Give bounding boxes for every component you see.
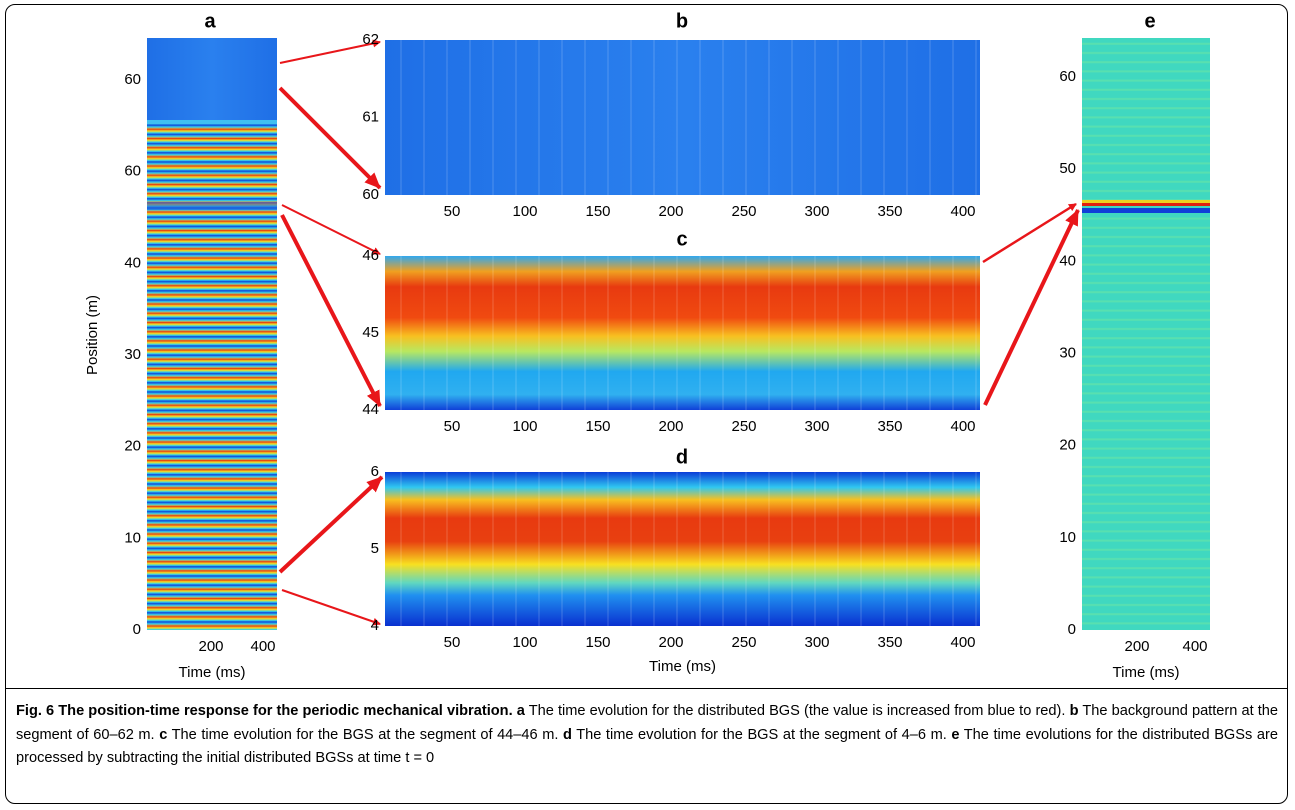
x-tick-label: 350 — [877, 203, 902, 220]
caption-separator — [6, 688, 1287, 689]
caption-text: The time evolution for the BGS at the se… — [576, 726, 947, 743]
heatmap-c — [385, 256, 980, 410]
x-tick-label: 200 — [658, 203, 683, 220]
y-tick-label: 50 — [1059, 160, 1076, 177]
caption-label: e — [951, 726, 960, 743]
x-tick-label: 150 — [585, 418, 610, 435]
x-tick-label: 100 — [512, 634, 537, 651]
x-tick-label: 400 — [950, 203, 975, 220]
y-tick-label: 10 — [1059, 529, 1076, 546]
x-tick-label: 50 — [444, 634, 461, 651]
x-tick-label: 400 — [950, 634, 975, 651]
y-tick-label: 46 — [362, 247, 379, 264]
x-axis-label: Time (ms) — [1113, 664, 1180, 681]
y-tick-label: 0 — [1068, 621, 1076, 638]
y-tick-label: 30 — [124, 346, 141, 363]
caption-title: Fig. 6 The position-time response for th… — [16, 703, 513, 719]
panel-letter: e — [1144, 10, 1155, 32]
caption-text: The time evolutions for the distributed … — [16, 726, 1278, 767]
heatmap-d — [385, 472, 980, 626]
panel-letter: c — [676, 228, 687, 250]
x-tick-label: 250 — [731, 203, 756, 220]
x-axis-label: Time (ms) — [649, 658, 716, 675]
x-tick-label: 150 — [585, 634, 610, 651]
x-tick-label: 300 — [804, 418, 829, 435]
y-tick-label: 0 — [133, 621, 141, 638]
x-tick-label: 50 — [444, 203, 461, 220]
caption: Fig. 6 The position-time response for th… — [16, 700, 1278, 771]
figure-frame — [5, 4, 1288, 804]
y-tick-label: 4 — [371, 617, 379, 634]
x-tick-label: 400 — [1182, 638, 1207, 655]
x-tick-label: 150 — [585, 203, 610, 220]
x-tick-label: 250 — [731, 418, 756, 435]
y-tick-label: 45 — [362, 324, 379, 341]
x-tick-label: 400 — [250, 638, 275, 655]
x-axis-label: Time (ms) — [179, 664, 246, 681]
heatmap-a — [147, 38, 277, 630]
x-tick-label: 300 — [804, 634, 829, 651]
arrows — [278, 39, 1080, 626]
x-tick-label: 250 — [731, 634, 756, 651]
caption-label: d — [562, 726, 572, 743]
y-tick-label: 10 — [124, 529, 141, 546]
caption-text: The time evolution for the BGS at the se… — [171, 726, 559, 743]
caption-label: b — [1069, 703, 1079, 719]
y-tick-label: 40 — [124, 254, 141, 271]
x-tick-label: 350 — [877, 418, 902, 435]
y-tick-label: 30 — [1059, 344, 1076, 361]
x-tick-label: 200 — [658, 634, 683, 651]
y-tick-label: 5 — [371, 540, 379, 557]
x-tick-label: 200 — [198, 638, 223, 655]
x-tick-label: 350 — [877, 634, 902, 651]
panel-letter: b — [676, 10, 688, 32]
y-tick-label: 61 — [362, 108, 379, 125]
panel-letter: a — [204, 10, 216, 32]
x-tick-label: 300 — [804, 203, 829, 220]
y-tick-label: 60 — [124, 71, 141, 88]
caption-text: The background pattern at the segment of… — [16, 703, 1279, 743]
heatmap-b — [385, 40, 980, 195]
heatmap-e — [1082, 38, 1210, 630]
x-tick-label: 200 — [658, 418, 683, 435]
x-tick-label: 100 — [512, 418, 537, 435]
caption-label: a — [516, 703, 525, 719]
y-tick-label: 40 — [1059, 252, 1076, 269]
y-tick-label: 6 — [371, 463, 379, 480]
y-tick-label: 60 — [124, 163, 141, 180]
x-tick-label: 50 — [444, 418, 461, 435]
x-tick-label: 100 — [512, 203, 537, 220]
x-tick-label: 400 — [950, 418, 975, 435]
y-axis-label: Position (m) — [84, 295, 101, 375]
y-tick-label: 20 — [124, 438, 141, 455]
y-tick-label: 62 — [362, 31, 379, 48]
y-tick-label: 60 — [1059, 68, 1076, 85]
x-tick-label: 200 — [1124, 638, 1149, 655]
y-tick-label: 60 — [362, 186, 379, 203]
caption-text: The time evolution for the distributed B… — [528, 703, 1066, 719]
caption-label: c — [159, 726, 168, 743]
y-tick-label: 20 — [1059, 437, 1076, 454]
y-tick-label: 44 — [362, 401, 379, 418]
panel-letter: d — [676, 446, 688, 468]
